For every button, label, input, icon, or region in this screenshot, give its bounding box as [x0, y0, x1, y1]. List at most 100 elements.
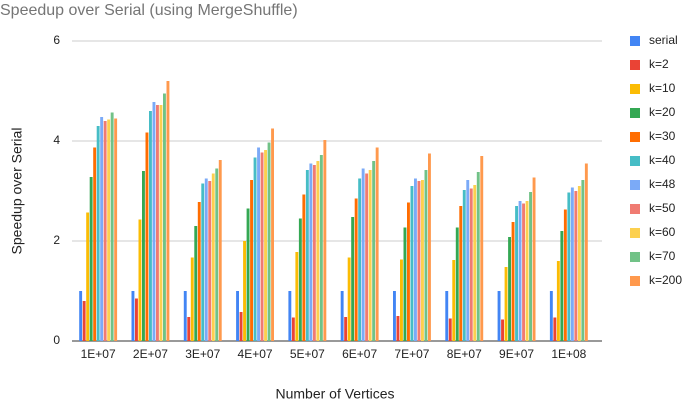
bar — [577, 186, 581, 341]
bar — [316, 161, 320, 341]
bar — [549, 291, 553, 341]
bar — [410, 186, 414, 341]
legend-swatch — [630, 84, 640, 94]
bar — [131, 291, 135, 341]
legend-swatch — [630, 60, 640, 70]
bar — [190, 257, 194, 341]
bar — [264, 150, 267, 341]
bar — [570, 187, 574, 341]
bar — [163, 93, 166, 341]
bar — [271, 128, 274, 341]
bar — [347, 257, 351, 341]
x-tick-label: 1E+08 — [551, 347, 586, 361]
legend-label: k=20 — [649, 105, 676, 119]
x-tick-label: 8E+07 — [447, 347, 482, 361]
bar — [211, 173, 215, 341]
x-tick-label: 2E+07 — [133, 347, 168, 361]
bar — [560, 231, 564, 341]
bar — [556, 261, 560, 341]
y-tick-label: 0 — [53, 333, 60, 347]
bar — [508, 237, 511, 341]
bar — [504, 267, 508, 341]
bar — [218, 160, 222, 341]
bar — [79, 291, 83, 341]
bar — [243, 241, 246, 341]
bar — [462, 190, 466, 341]
bar — [344, 317, 348, 341]
bar — [448, 318, 452, 341]
bar — [445, 291, 449, 341]
bar — [291, 317, 295, 341]
bar — [574, 191, 578, 341]
bar — [250, 180, 253, 341]
x-tick-label: 1E+07 — [81, 347, 116, 361]
bar — [480, 156, 484, 341]
bar — [365, 173, 369, 341]
bar — [103, 121, 107, 341]
bar — [358, 178, 362, 341]
bar — [302, 194, 306, 341]
bar — [400, 259, 403, 341]
bar — [563, 209, 567, 341]
bar — [114, 118, 118, 341]
bar — [372, 161, 376, 341]
bar — [375, 147, 379, 341]
bar — [93, 147, 97, 341]
bar — [156, 105, 159, 341]
bar — [267, 142, 271, 341]
bar — [135, 298, 138, 341]
bar — [340, 291, 344, 341]
legend-label: serial — [649, 33, 678, 47]
bar — [187, 317, 191, 341]
legend-swatch — [630, 36, 640, 46]
legend-label: k=30 — [649, 129, 676, 143]
bar — [525, 201, 529, 341]
bar — [166, 81, 170, 341]
bar — [581, 180, 585, 341]
legend-label: k=40 — [649, 153, 676, 167]
bar — [476, 172, 480, 341]
bar — [459, 206, 463, 341]
bar — [204, 178, 208, 341]
y-axis-title: Speedup over Serial — [9, 128, 25, 255]
bar — [428, 153, 431, 341]
bar — [142, 171, 145, 341]
x-axis-title: Number of Vertices — [275, 386, 394, 401]
bar — [149, 111, 152, 341]
bar — [319, 155, 323, 341]
x-tick-label: 9E+07 — [499, 347, 534, 361]
bar — [455, 227, 459, 341]
bar — [403, 227, 407, 341]
bar — [532, 177, 536, 341]
bar — [260, 152, 264, 341]
bar — [309, 163, 313, 341]
bar — [473, 185, 477, 341]
bar — [86, 212, 90, 341]
legend-swatch — [630, 252, 640, 262]
bar — [145, 132, 149, 341]
legend-swatch — [630, 276, 640, 286]
bar — [298, 218, 302, 341]
bar — [246, 208, 250, 341]
bar — [152, 102, 156, 341]
bar — [253, 157, 257, 341]
bar — [239, 312, 243, 341]
legend-swatch — [630, 108, 640, 118]
bar — [396, 316, 400, 341]
bar — [215, 168, 219, 341]
legend-label: k=48 — [649, 177, 676, 191]
legend-swatch — [630, 180, 640, 190]
x-tick-label: 5E+07 — [290, 347, 325, 361]
bar — [183, 291, 187, 341]
bar — [138, 219, 142, 341]
bar — [323, 140, 327, 341]
legend-swatch — [630, 132, 640, 142]
x-tick-label: 7E+07 — [394, 347, 429, 361]
bar — [522, 203, 525, 341]
bar — [110, 112, 114, 341]
bar — [584, 163, 588, 341]
legend-label: k=60 — [649, 225, 676, 239]
bar — [518, 201, 522, 341]
bar — [497, 291, 501, 341]
